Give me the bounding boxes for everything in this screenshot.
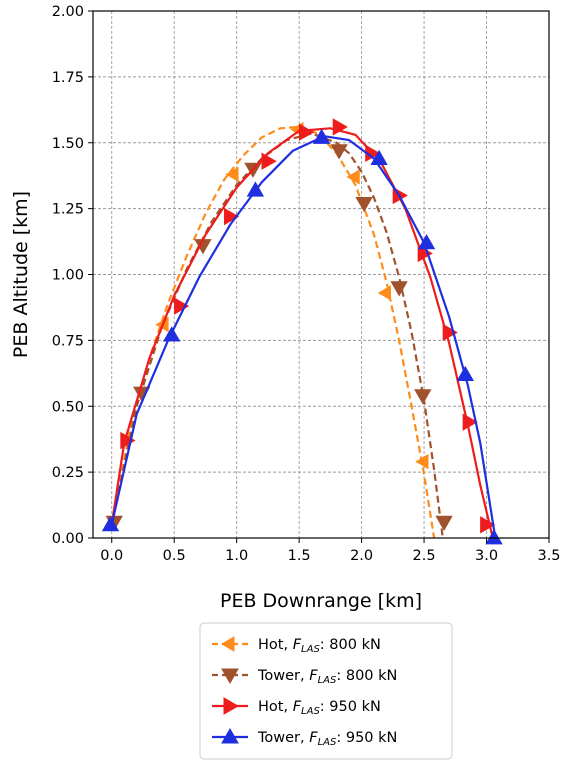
series-3 [110,118,496,539]
legend-label: Tower, FLAS: 800 kN [257,668,397,686]
data-point [415,453,429,470]
data-point [298,123,315,141]
x-tick-label: 3.5 [537,548,560,564]
data-point [414,389,432,405]
data-point [225,166,239,183]
y-tick-label: 1.00 [52,268,84,284]
series-4 [101,128,503,545]
data-point [163,326,181,342]
series-line [110,127,494,539]
legend-marker [221,727,239,744]
x-tick-label: 0.0 [100,548,123,564]
data-point [330,144,348,160]
x-tick-label: 3.0 [475,548,498,564]
data-point [480,516,496,534]
y-tick-label: 0.00 [52,531,84,547]
legend-label: Hot, FLAS: 950 kN [258,699,381,717]
y-tick-label: 1.25 [52,202,84,218]
data-point [224,207,240,226]
data-point [442,323,458,342]
x-tick-label: 2.5 [413,548,436,564]
data-point [390,281,408,297]
data-point [120,431,136,450]
ticks: 0.0 0.5 1.0 1.5 2.0 2.5 3.0 3.5 0.00 0.25 0.50 0.75… [52,4,561,564]
data-point [261,152,277,170]
data-point [462,413,478,431]
series-group [101,118,503,545]
y-tick-label: 1.75 [52,70,84,86]
y-tick-label: 1.50 [52,136,84,152]
legend-marker [223,697,240,715]
legend-label: Hot, FLAS: 800 kN [258,637,381,655]
data-point [346,169,360,185]
x-axis-label: PEB Downrange [km] [220,590,422,612]
legend: Hot, FLAS: 800 kN Tower, FLAS: 800 kN Hot,… [199,622,453,760]
data-point [101,516,120,532]
series-line [110,135,497,539]
legend-box [199,622,453,760]
legend-item: Hot, FLAS: 800 kN [212,636,381,655]
y-tick-label: 0.75 [52,333,84,349]
data-point [246,181,265,197]
y-tick-label: 2.00 [52,4,84,20]
data-point [377,285,391,301]
data-point [485,529,503,545]
grid [93,10,550,539]
data-point [332,118,348,136]
y-axis-label: PEB Altitude [km] [10,191,32,358]
y-tick-label: 0.50 [52,399,84,415]
data-point [417,234,436,250]
legend-item: Tower, FLAS: 950 kN [212,727,397,748]
series-line [110,125,436,539]
legend-marker [221,636,235,652]
data-point [435,515,453,531]
data-point [312,128,331,144]
data-point [456,365,474,382]
data-point [174,297,190,315]
legend-item: Tower, FLAS: 800 kN [212,668,397,686]
data-point [417,244,433,263]
y-tick-label: 0.25 [52,465,84,481]
legend-marker [221,668,239,685]
x-tick-label: 0.5 [163,548,186,564]
data-point [355,196,373,213]
x-tick-label: 1.5 [288,548,311,564]
legend-label: Tower, FLAS: 950 kN [257,730,397,748]
x-tick-label: 1.0 [225,548,248,564]
legend-item: Hot, FLAS: 950 kN [212,697,381,717]
data-point [370,149,388,165]
x-tick-label: 2.0 [350,548,373,564]
